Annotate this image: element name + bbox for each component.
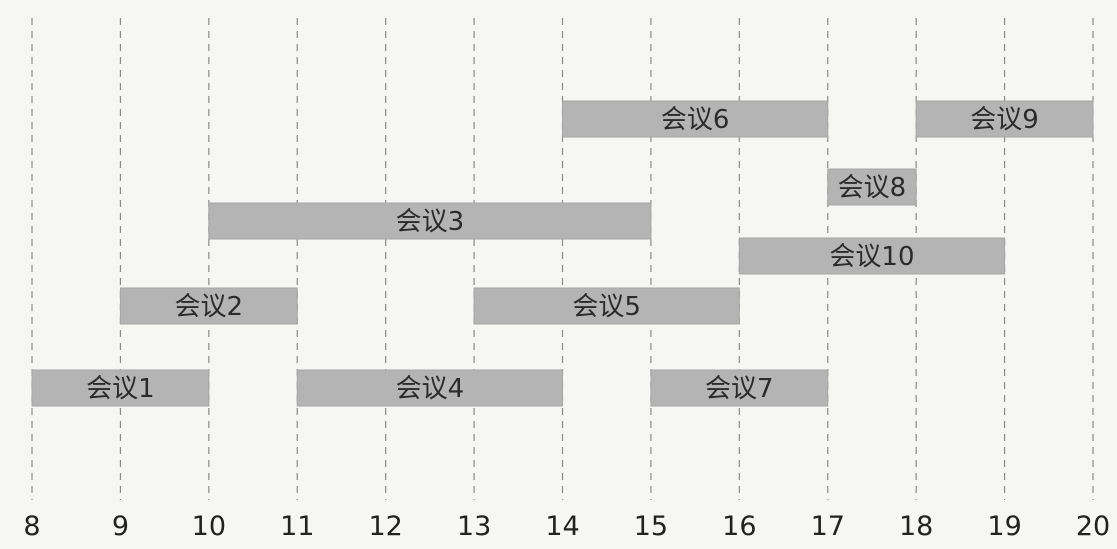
meeting-bar-6 (562, 100, 829, 138)
meeting-label-9: 会议9 (970, 105, 1039, 135)
x-tick-label-18: 18 (899, 511, 933, 542)
x-tick-label-12: 12 (368, 511, 402, 542)
meeting-bar-2 (119, 287, 298, 325)
meeting-label-5: 会议5 (572, 292, 641, 322)
meeting-bar-8 (827, 168, 917, 206)
gridlines (31, 18, 1094, 500)
x-tick-label-9: 9 (112, 511, 129, 542)
x-tick-label-15: 15 (634, 511, 668, 542)
meeting-bar-10 (738, 237, 1006, 275)
x-tick-label-19: 19 (987, 511, 1021, 542)
meeting-bar-5 (473, 287, 740, 325)
meeting-label-1: 会议1 (86, 374, 155, 404)
meeting-label-10: 会议10 (829, 242, 914, 272)
meeting-bar-7 (650, 369, 829, 407)
meeting-bars: 会议1 会议2 会议3 会议4 会议5 会议6 会议7 会议8 会议9 会议10 (31, 100, 1094, 407)
x-tick-label-10: 10 (192, 511, 226, 542)
meeting-bar-1 (31, 369, 210, 407)
x-tick-label-20: 20 (1076, 511, 1110, 542)
x-tick-label-16: 16 (722, 511, 756, 542)
x-tick-label-14: 14 (545, 511, 579, 542)
meeting-label-4: 会议4 (396, 374, 465, 404)
meeting-label-2: 会议2 (175, 292, 244, 322)
x-tick-label-8: 8 (23, 511, 40, 542)
x-tick-label-13: 13 (457, 511, 491, 542)
meeting-label-7: 会议7 (705, 374, 774, 404)
meeting-bar-4 (296, 369, 563, 407)
meeting-bar-3 (208, 202, 652, 240)
x-tick-label-17: 17 (811, 511, 845, 542)
meeting-bar-9 (915, 100, 1094, 138)
x-axis-ticks: 8 9 10 11 12 13 14 15 16 17 18 19 20 (23, 511, 1110, 542)
meeting-label-8: 会议8 (838, 173, 907, 203)
x-tick-label-11: 11 (280, 511, 314, 542)
meeting-label-3: 会议3 (396, 207, 465, 237)
meeting-label-6: 会议6 (661, 105, 730, 135)
